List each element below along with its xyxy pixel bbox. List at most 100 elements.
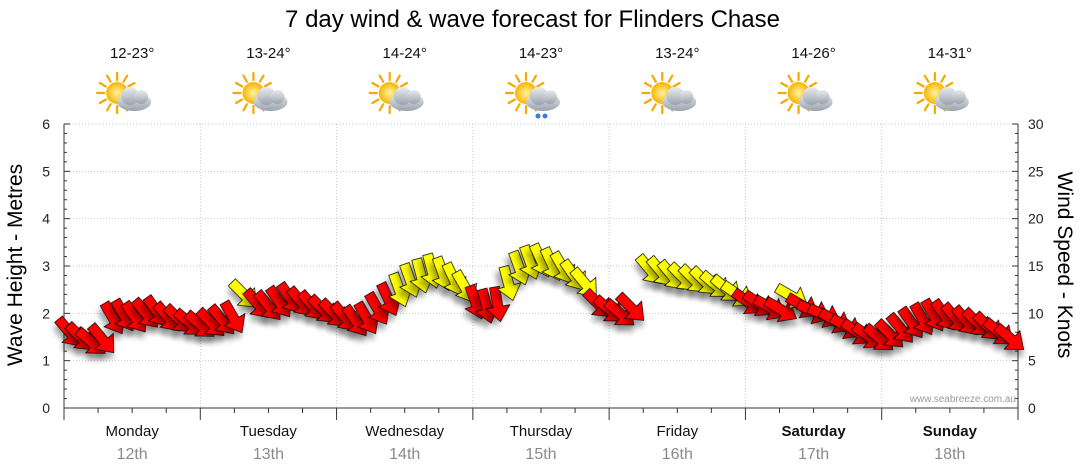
cloud-puff — [257, 87, 276, 105]
day-temp-label: 13-24° — [246, 45, 290, 62]
weather-icons — [96, 71, 969, 119]
day-temp-label: 14-26° — [791, 45, 835, 62]
wind-arrow-shape — [86, 322, 115, 354]
sun-ray — [371, 81, 380, 88]
sun-ray — [514, 74, 521, 83]
cloud-puff — [666, 87, 685, 105]
wind-arrow — [873, 318, 904, 348]
sun-ray — [235, 81, 244, 88]
left-tick-label: 0 — [42, 400, 50, 416]
right-tick-label: 15 — [1028, 258, 1044, 274]
sun-ray — [536, 81, 545, 88]
sun-cloud-icon — [232, 71, 288, 115]
sun-ray — [923, 103, 930, 112]
left-tick-label: 5 — [42, 163, 50, 179]
day-name-label: Tuesday — [240, 423, 297, 440]
sun-ray — [242, 103, 249, 112]
right-tick-label: 25 — [1028, 163, 1044, 179]
cloud-puff — [530, 87, 548, 105]
cloud-icon — [526, 87, 560, 111]
sun-ray — [643, 81, 653, 88]
cloud-icon — [253, 87, 288, 111]
sun-ray — [940, 74, 946, 83]
sun-ray — [651, 103, 657, 112]
day-date-label: 12th — [117, 446, 148, 463]
day-date-label: 14th — [389, 446, 420, 463]
sun-ray — [395, 74, 401, 83]
sun-ray — [651, 74, 657, 83]
left-tick-label: 3 — [42, 258, 50, 274]
day-name-label: Wednesday — [365, 423, 444, 440]
cloud-puff — [270, 90, 285, 104]
day-temp-label: 14-31° — [928, 45, 972, 62]
day-date-label: 16th — [662, 446, 693, 463]
right-tick-label: 10 — [1028, 305, 1044, 321]
day-name-label: Sunday — [923, 423, 978, 440]
sun-ray — [98, 98, 107, 105]
sun-ray — [803, 74, 810, 83]
sun-ray — [371, 98, 380, 105]
y-axis-right-title: Wind Speed - Knots — [1053, 172, 1076, 359]
day-name-label: Monday — [105, 423, 159, 440]
cloud-icon — [389, 87, 424, 111]
cloud-puff — [802, 87, 821, 105]
cloud-icon — [662, 87, 697, 111]
day-date-label: 18th — [934, 446, 965, 463]
cloud-puff — [679, 90, 694, 104]
sun-ray — [399, 81, 409, 88]
sun-ray — [780, 98, 789, 105]
y-axis-left-title: Wave Height - Metres — [4, 164, 27, 366]
day-temp-label: 14-24° — [383, 45, 427, 62]
day-date-label: 17th — [798, 446, 829, 463]
day-date-label: 15th — [525, 446, 556, 463]
sun-ray — [531, 74, 538, 83]
cloud-puff — [951, 90, 966, 104]
watermark: www.seabreeze.com.au — [909, 394, 1016, 405]
cloud-puff — [938, 87, 957, 105]
sun-ray — [808, 81, 817, 88]
right-tick-label: 5 — [1028, 353, 1036, 369]
left-tick-label: 1 — [42, 353, 50, 369]
wind-arrow-shape — [219, 299, 246, 334]
wind-arrow — [219, 299, 246, 334]
sun-ray — [235, 98, 244, 105]
sun-ray — [672, 81, 681, 88]
right-tick-label: 30 — [1028, 116, 1044, 132]
sun-ray — [242, 74, 249, 83]
sun-ray — [98, 81, 107, 88]
sun-ray — [916, 81, 925, 88]
cloud-puff — [393, 87, 412, 105]
sun-ray — [507, 81, 516, 88]
cloud-puff — [134, 90, 149, 104]
sun-ray — [106, 74, 112, 83]
wind-arrow — [993, 322, 1025, 350]
sun-ray — [787, 74, 794, 83]
day-date-label: 13th — [253, 446, 284, 463]
wind-arrow — [86, 322, 115, 354]
day-temp-label: 14-23° — [519, 45, 563, 62]
sun-ray — [378, 74, 385, 83]
cloud-icon — [934, 87, 969, 111]
sun-cloud-icon — [96, 71, 152, 115]
cloud-icon — [798, 87, 833, 111]
wind-arrow-shape — [496, 264, 522, 302]
sun-ray — [916, 98, 925, 105]
left-tick-label: 4 — [42, 211, 50, 227]
cloud-icon — [117, 87, 152, 111]
day-temp-label: 13-24° — [655, 45, 699, 62]
sun-ray — [667, 74, 674, 83]
sun-ray — [787, 103, 794, 112]
right-tick-label: 0 — [1028, 400, 1036, 416]
left-tick-label: 2 — [42, 305, 50, 321]
sun-ray — [127, 81, 136, 88]
wind-arrow-shape — [485, 285, 511, 323]
right-tick-label: 20 — [1028, 211, 1044, 227]
wind-arrow-shape — [873, 318, 904, 348]
cloud-puff — [406, 90, 421, 104]
day-name-label: Thursday — [510, 423, 573, 440]
left-tick-label: 6 — [42, 116, 50, 132]
wind-arrows — [54, 242, 1025, 354]
cloud-puff — [815, 90, 830, 104]
sun-cloud-icon — [641, 71, 697, 115]
